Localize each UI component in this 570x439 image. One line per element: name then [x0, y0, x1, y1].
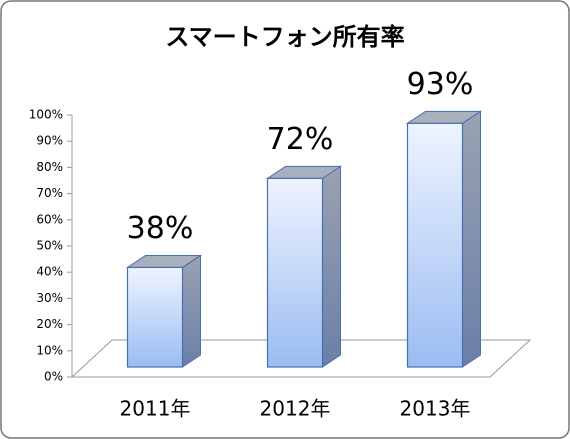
x-tick-label: 2012年 [260, 397, 331, 421]
y-tick-label: 10% [36, 343, 63, 357]
value-label: 72% [267, 122, 334, 157]
y-tick-label: 70% [36, 186, 63, 200]
y-tick-label: 60% [36, 212, 63, 226]
bar-side [182, 254, 201, 368]
bar-front [406, 122, 464, 368]
y-tick-label: 20% [36, 317, 63, 331]
y-tick-label: 0% [44, 370, 63, 384]
y-tick-label: 100% [29, 108, 63, 122]
x-tick-label: 2013年 [400, 397, 471, 421]
bar [405, 110, 483, 368]
y-tick-label: 50% [36, 239, 63, 253]
y-tick-label: 90% [36, 134, 63, 148]
value-label: 93% [407, 67, 474, 102]
bar-side [462, 110, 481, 368]
chart-title: スマートフォン所有率 [165, 23, 404, 51]
y-tick-label: 40% [36, 265, 63, 279]
y-tick-label: 30% [36, 291, 63, 305]
bar [265, 165, 343, 368]
bar-side [322, 165, 341, 368]
value-label: 38% [127, 211, 194, 246]
x-tick-label: 2011年 [120, 397, 191, 421]
bar-front [266, 177, 324, 368]
bar [125, 254, 203, 368]
y-tick-label: 80% [36, 160, 63, 174]
bar-front [126, 266, 184, 368]
